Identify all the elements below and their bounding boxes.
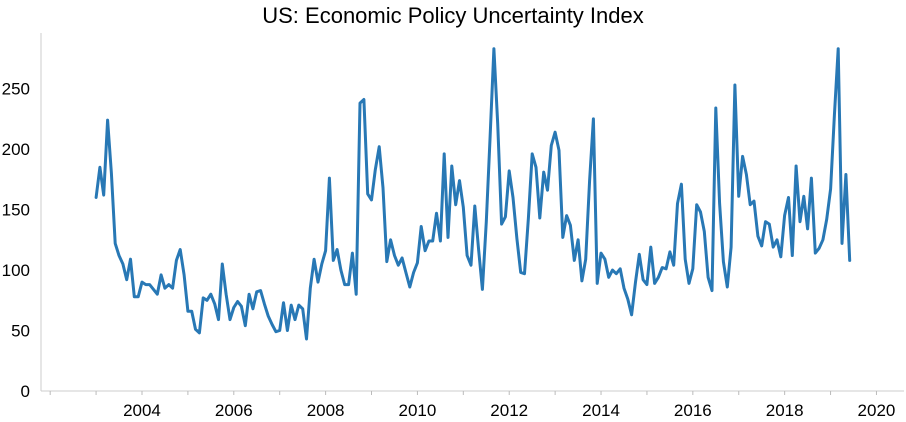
y-tick-label: 250 [2, 80, 30, 99]
y-tick-label: 150 [2, 201, 30, 220]
axes: 0 50 100 150 200 250 2004 2006 2008 2010 2012 2014 2… [2, 33, 904, 420]
series-layer [94, 47, 852, 341]
series-line [94, 47, 852, 341]
x-tick-label: 2014 [582, 401, 620, 420]
chart-title: US: Economic Policy Uncertainty Index [262, 3, 644, 28]
x-tick-label: 2020 [858, 401, 896, 420]
x-tick-label: 2016 [674, 401, 712, 420]
x-tick-label: 2006 [215, 401, 253, 420]
x-tick-label: 2018 [766, 401, 804, 420]
x-tick-label: 2004 [123, 401, 161, 420]
y-tick-label: 100 [2, 261, 30, 280]
x-tick-label: 2012 [490, 401, 528, 420]
y-tick-label: 0 [21, 382, 30, 401]
x-tick-label: 2010 [399, 401, 437, 420]
y-tick-label: 200 [2, 140, 30, 159]
x-tick-label: 2008 [307, 401, 345, 420]
y-tick-label: 50 [11, 322, 30, 341]
